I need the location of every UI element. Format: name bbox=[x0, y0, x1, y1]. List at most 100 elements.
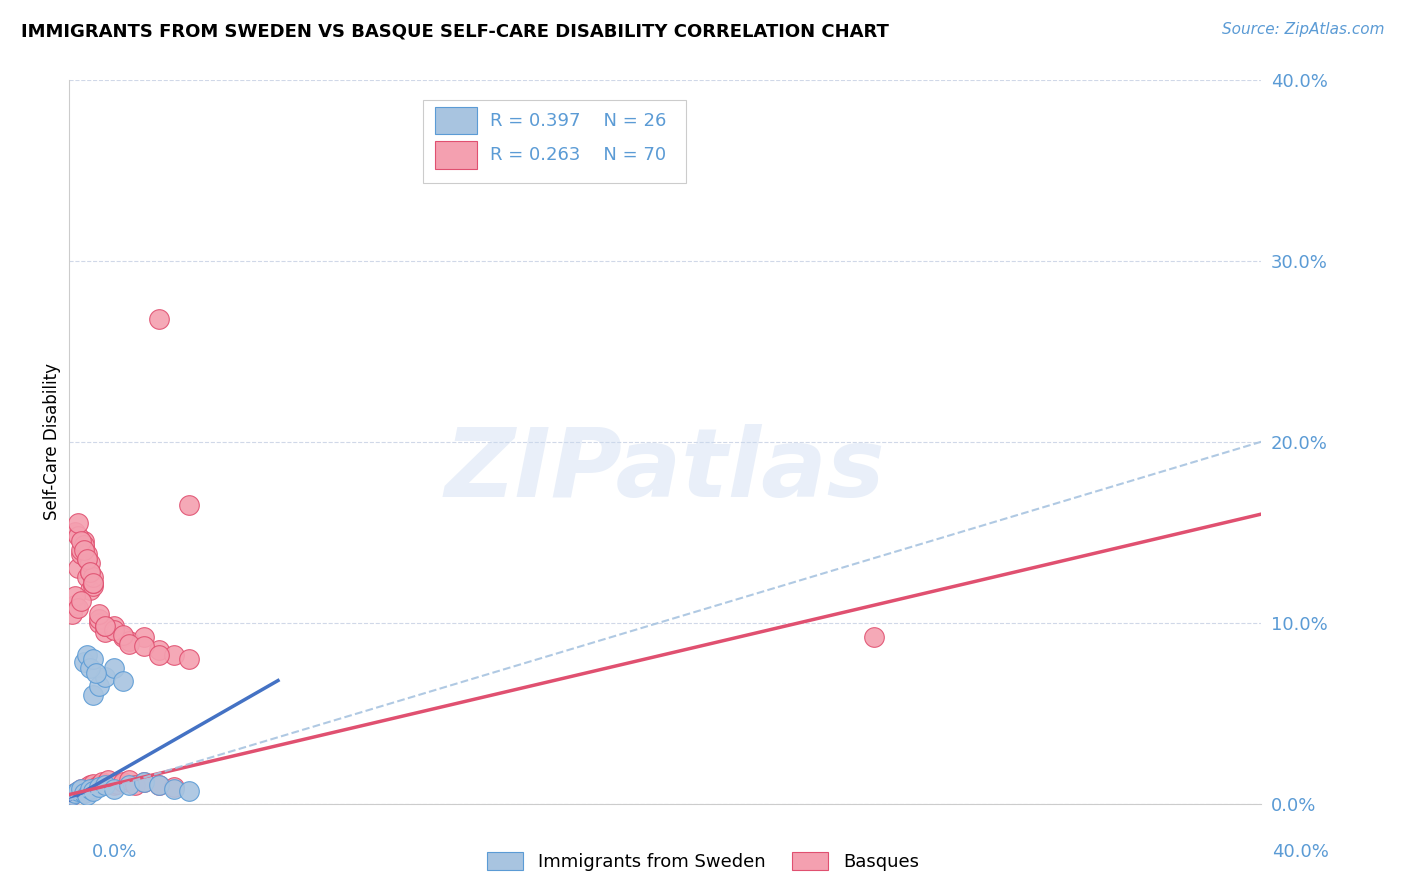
Point bbox=[70, 547, 93, 561]
Point bbox=[67, 561, 90, 575]
Point bbox=[79, 556, 101, 570]
Point bbox=[76, 780, 98, 795]
Point bbox=[76, 648, 98, 663]
Point bbox=[148, 311, 170, 326]
Point bbox=[82, 652, 104, 666]
Point bbox=[163, 648, 186, 663]
Point bbox=[82, 575, 104, 590]
Point bbox=[118, 779, 141, 793]
Point bbox=[105, 777, 128, 791]
Point bbox=[70, 594, 93, 608]
Point bbox=[112, 673, 135, 688]
Point bbox=[70, 534, 93, 549]
Point bbox=[177, 784, 200, 798]
FancyBboxPatch shape bbox=[436, 107, 477, 135]
Point bbox=[132, 630, 155, 644]
Point bbox=[73, 656, 96, 670]
Point bbox=[94, 777, 117, 791]
Point bbox=[82, 777, 104, 791]
Point bbox=[73, 786, 96, 800]
Point bbox=[65, 786, 87, 800]
Point bbox=[82, 579, 104, 593]
Point bbox=[84, 666, 107, 681]
Text: Source: ZipAtlas.com: Source: ZipAtlas.com bbox=[1222, 22, 1385, 37]
Point bbox=[73, 538, 96, 552]
Text: R = 0.263    N = 70: R = 0.263 N = 70 bbox=[491, 146, 666, 164]
Point bbox=[112, 775, 135, 789]
Point bbox=[67, 784, 90, 798]
Point bbox=[89, 679, 111, 693]
Point bbox=[70, 543, 93, 558]
Point bbox=[70, 782, 93, 797]
Point bbox=[97, 772, 120, 787]
Point bbox=[94, 670, 117, 684]
Text: ZIPatlas: ZIPatlas bbox=[444, 425, 886, 517]
Point bbox=[82, 688, 104, 702]
Point bbox=[73, 540, 96, 554]
Point bbox=[82, 570, 104, 584]
Point bbox=[103, 661, 125, 675]
Point bbox=[112, 628, 135, 642]
Point bbox=[89, 779, 111, 793]
Point bbox=[76, 547, 98, 561]
Point bbox=[62, 788, 84, 802]
Point bbox=[76, 788, 98, 802]
Point bbox=[94, 619, 117, 633]
Point bbox=[79, 782, 101, 797]
Point bbox=[73, 534, 96, 549]
Point bbox=[103, 779, 125, 793]
Point bbox=[73, 786, 96, 800]
Point bbox=[73, 543, 96, 558]
Y-axis label: Self-Care Disability: Self-Care Disability bbox=[44, 363, 60, 520]
Point bbox=[91, 775, 114, 789]
Legend: Immigrants from Sweden, Basques: Immigrants from Sweden, Basques bbox=[479, 845, 927, 879]
Point bbox=[118, 772, 141, 787]
Point bbox=[65, 589, 87, 603]
Point bbox=[124, 779, 146, 793]
Point bbox=[103, 782, 125, 797]
Point bbox=[148, 642, 170, 657]
Point bbox=[118, 637, 141, 651]
Point bbox=[163, 780, 186, 795]
Point bbox=[65, 525, 87, 540]
Point bbox=[62, 607, 84, 621]
FancyBboxPatch shape bbox=[436, 142, 477, 169]
Text: 40.0%: 40.0% bbox=[1272, 843, 1329, 861]
Point bbox=[94, 619, 117, 633]
Point bbox=[62, 788, 84, 802]
Point bbox=[89, 780, 111, 795]
Point bbox=[112, 630, 135, 644]
Point bbox=[94, 624, 117, 639]
Point bbox=[89, 615, 111, 630]
Point bbox=[132, 775, 155, 789]
Point bbox=[67, 784, 90, 798]
Point bbox=[76, 570, 98, 584]
Point bbox=[89, 607, 111, 621]
Point bbox=[103, 619, 125, 633]
Point bbox=[163, 782, 186, 797]
FancyBboxPatch shape bbox=[423, 100, 686, 184]
Point bbox=[79, 565, 101, 579]
Point bbox=[82, 575, 104, 590]
Point bbox=[82, 784, 104, 798]
Point bbox=[79, 661, 101, 675]
Point bbox=[79, 779, 101, 793]
Text: R = 0.397    N = 26: R = 0.397 N = 26 bbox=[491, 112, 666, 129]
Point bbox=[65, 786, 87, 800]
Text: 0.0%: 0.0% bbox=[91, 843, 136, 861]
Point bbox=[148, 779, 170, 793]
Point bbox=[132, 639, 155, 653]
Point bbox=[177, 498, 200, 512]
Point bbox=[863, 630, 886, 644]
Point bbox=[94, 779, 117, 793]
Point bbox=[177, 652, 200, 666]
Point bbox=[118, 633, 141, 648]
Text: IMMIGRANTS FROM SWEDEN VS BASQUE SELF-CARE DISABILITY CORRELATION CHART: IMMIGRANTS FROM SWEDEN VS BASQUE SELF-CA… bbox=[21, 22, 889, 40]
Point bbox=[132, 775, 155, 789]
Point bbox=[79, 583, 101, 598]
Point bbox=[67, 601, 90, 615]
Point bbox=[84, 780, 107, 795]
Point bbox=[103, 623, 125, 637]
Point bbox=[65, 598, 87, 612]
Point bbox=[67, 516, 90, 531]
